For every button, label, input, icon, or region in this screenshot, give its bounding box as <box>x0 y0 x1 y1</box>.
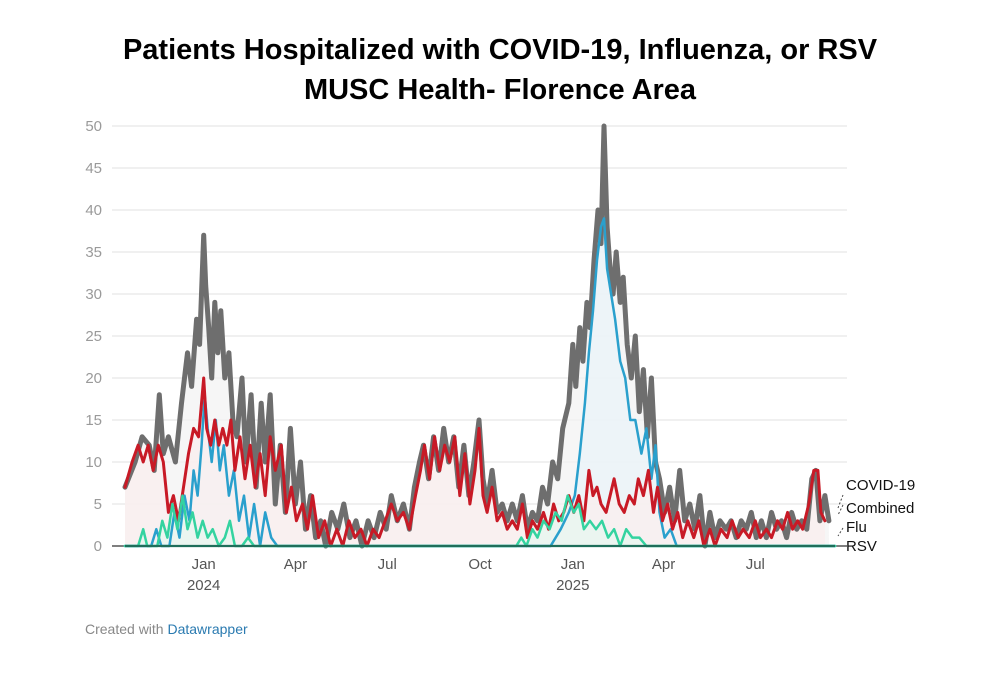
datawrapper-link[interactable]: Datawrapper <box>167 621 248 637</box>
series-labels: COVID-19 Combined Flu RSV <box>837 477 915 555</box>
y-tick-label: 25 <box>85 328 102 345</box>
x-tick-label: Jul <box>378 556 397 573</box>
chart-subtitle: MUSC Health- Florence Area <box>303 74 697 106</box>
y-tick-label: 45 <box>85 160 102 177</box>
series-line-combined <box>122 123 832 549</box>
label-combined: Combined <box>846 500 914 517</box>
y-tick-label: 15 <box>85 412 102 429</box>
y-tick-label: 40 <box>85 202 102 219</box>
label-flu: Flu <box>846 519 867 536</box>
x-tick-label: Apr <box>652 556 675 573</box>
y-tick-label: 5 <box>94 496 102 513</box>
credit-line: Created with Datawrapper <box>85 621 248 637</box>
area-covid-19 <box>125 378 825 546</box>
chart-title-line1: Patients Hospitalized with COVID-19, Inf… <box>122 34 878 66</box>
label-connector <box>837 527 844 537</box>
y-gridlines: 0 5 10 15 20 25 30 35 40 45 50 <box>85 118 847 555</box>
y-tick-label: 0 <box>94 538 102 555</box>
label-rsv: RSV <box>846 538 877 555</box>
x-tick-year-label: 2025 <box>556 577 589 594</box>
label-connector <box>837 504 844 516</box>
x-tick-year-label: 2024 <box>187 577 220 594</box>
x-tick-label: Apr <box>284 556 307 573</box>
series-line-covid-19 <box>123 376 827 548</box>
chart-title: Patients Hospitalized with COVID-19, Inf… <box>0 30 1000 110</box>
x-tick-label: Jan <box>192 556 216 573</box>
y-tick-label: 35 <box>85 244 102 261</box>
area-rsv <box>125 495 835 546</box>
credit-prefix: Created with <box>85 621 168 637</box>
y-tick-label: 50 <box>85 118 102 135</box>
x-axis: Jan 2024 Apr Jul Oct Jan 2025 Apr Jul <box>187 556 765 594</box>
label-covid-19: COVID-19 <box>846 477 915 494</box>
x-tick-label: Jan <box>561 556 585 573</box>
x-tick-label: Jul <box>746 556 765 573</box>
y-tick-label: 20 <box>85 370 102 387</box>
y-tick-label: 30 <box>85 286 102 303</box>
x-tick-label: Oct <box>468 556 492 573</box>
y-tick-label: 10 <box>85 454 102 471</box>
